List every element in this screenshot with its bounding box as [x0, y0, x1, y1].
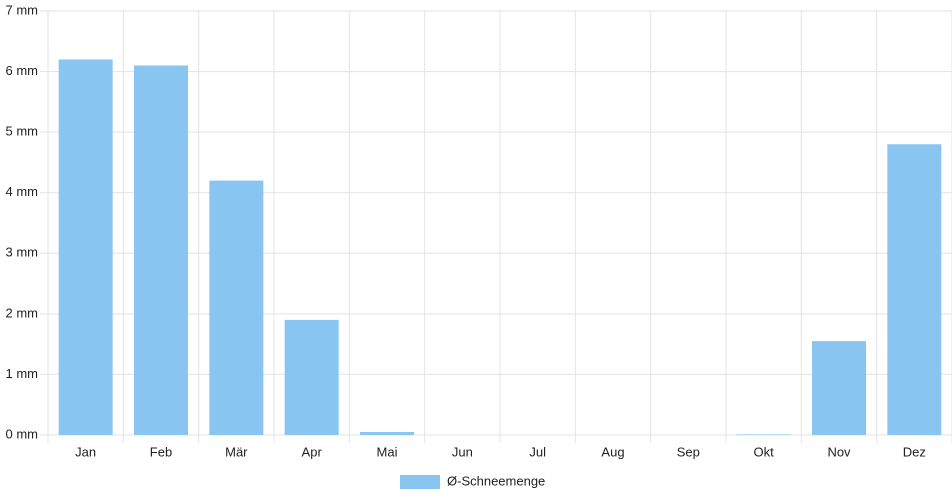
y-tick-label: 1 mm	[6, 366, 39, 381]
x-tick-label: Feb	[150, 444, 172, 459]
bar	[134, 65, 188, 435]
bar	[812, 341, 866, 435]
bar	[736, 434, 791, 435]
bar	[58, 59, 113, 435]
y-tick-label: 4 mm	[6, 184, 39, 199]
y-tick-label: 5 mm	[6, 124, 39, 139]
legend-label: Ø-Schneemenge	[447, 473, 545, 488]
x-tick-label: Dez	[903, 444, 926, 459]
bar	[284, 319, 339, 435]
x-tick-label: Sep	[677, 444, 700, 459]
x-tick-label: Jan	[75, 444, 96, 459]
y-tick-label: 7 mm	[6, 2, 39, 17]
legend-swatch	[400, 475, 440, 489]
x-tick-label: Jul	[529, 444, 546, 459]
x-tick-label: Nov	[827, 444, 851, 459]
bar	[209, 180, 264, 435]
x-tick-label: Mär	[225, 444, 248, 459]
y-tick-label: 6 mm	[6, 63, 39, 78]
bar	[887, 144, 942, 435]
x-tick-label: Aug	[601, 444, 624, 459]
x-tick-label: Okt	[754, 444, 775, 459]
y-tick-label: 0 mm	[6, 426, 39, 441]
x-tick-label: Apr	[302, 444, 323, 459]
x-tick-label: Mai	[377, 444, 398, 459]
bar	[360, 431, 414, 435]
x-tick-label: Jun	[452, 444, 473, 459]
y-tick-label: 3 mm	[6, 245, 39, 260]
y-tick-label: 2 mm	[6, 305, 39, 320]
